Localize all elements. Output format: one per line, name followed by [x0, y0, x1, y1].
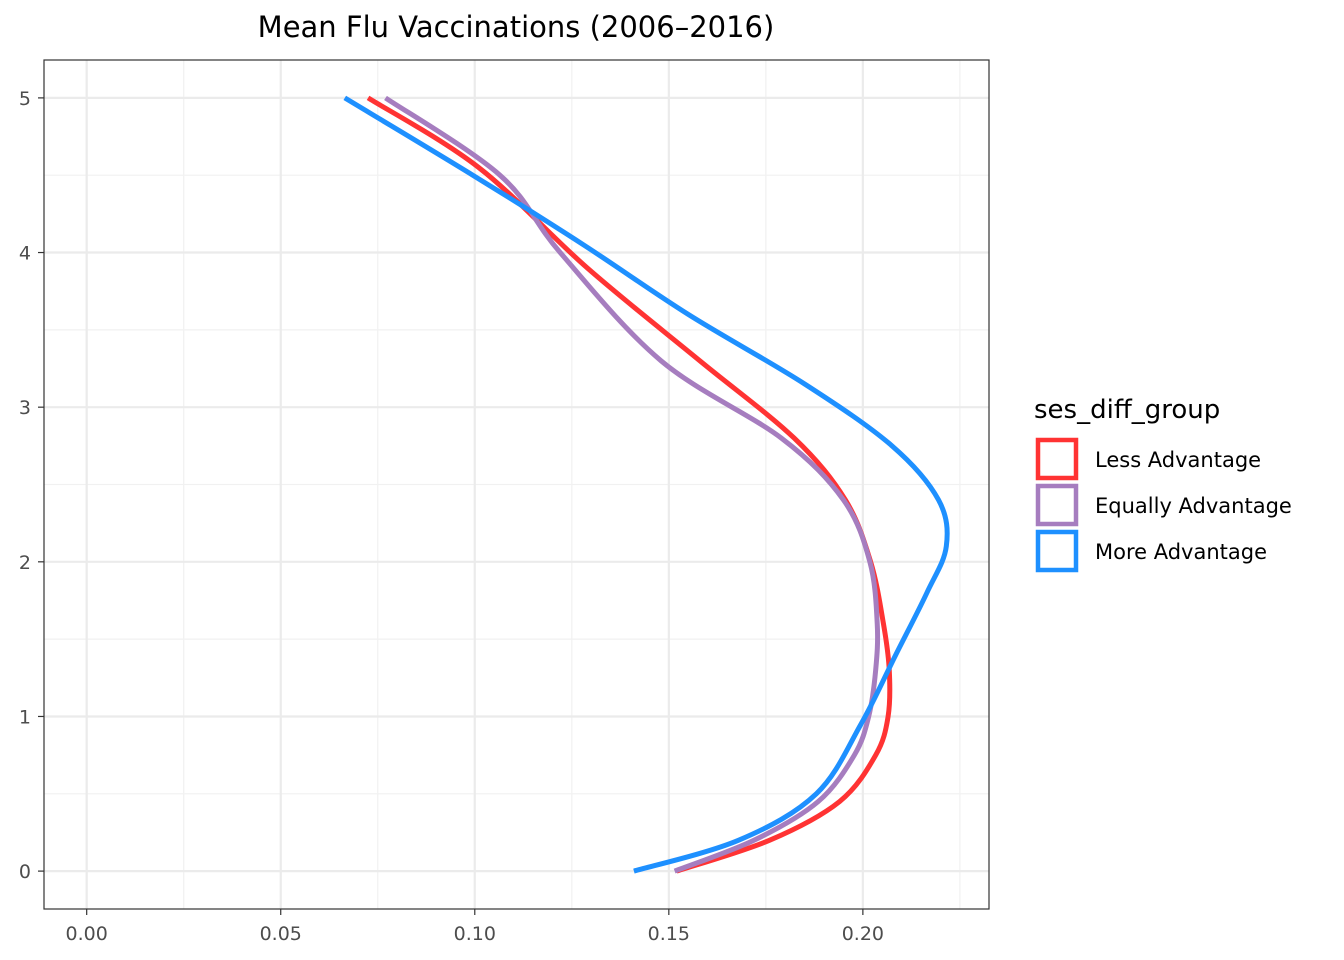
- legend-key-less-advantage: [1035, 437, 1079, 481]
- y-tick-label: 3: [19, 397, 31, 419]
- legend-key-equally-advantage: [1035, 483, 1079, 527]
- series-line-more-advantage: [343, 95, 950, 874]
- x-axis: 0.00 0.05 0.10 0.15 0.20: [66, 909, 884, 945]
- series-line-equally-advantage: [384, 95, 881, 874]
- legend: ses_diff_group Less Advantage Equally Adv…: [1034, 395, 1292, 573]
- panel-border: [43, 59, 990, 910]
- x-tick-label: 0.00: [66, 923, 108, 945]
- legend-key-more-advantage: [1035, 529, 1079, 573]
- grid-minor: [44, 60, 989, 909]
- x-tick-label: 0.20: [842, 923, 884, 945]
- chart-title: Mean Flu Vaccinations (2006–2016): [258, 10, 775, 44]
- y-tick-label: 0: [19, 861, 31, 883]
- legend-label-less-advantage: Less Advantage: [1095, 448, 1261, 472]
- x-tick-label: 0.15: [648, 923, 690, 945]
- x-tick-label: 0.10: [454, 923, 496, 945]
- legend-items: Less Advantage Equally Advantage More Adva…: [1035, 437, 1292, 573]
- legend-label-more-advantage: More Advantage: [1095, 540, 1267, 564]
- y-tick-label: 2: [19, 552, 31, 574]
- grid-major: [44, 60, 989, 909]
- x-tick-label: 0.05: [260, 923, 302, 945]
- y-tick-label: 1: [19, 706, 31, 728]
- y-axis: 0 1 2 3 4 5: [19, 88, 44, 883]
- series-layer: [343, 95, 950, 874]
- y-tick-label: 4: [19, 243, 31, 265]
- legend-title: ses_diff_group: [1034, 395, 1220, 425]
- legend-label-equally-advantage: Equally Advantage: [1095, 494, 1292, 518]
- y-tick-label: 5: [19, 88, 31, 110]
